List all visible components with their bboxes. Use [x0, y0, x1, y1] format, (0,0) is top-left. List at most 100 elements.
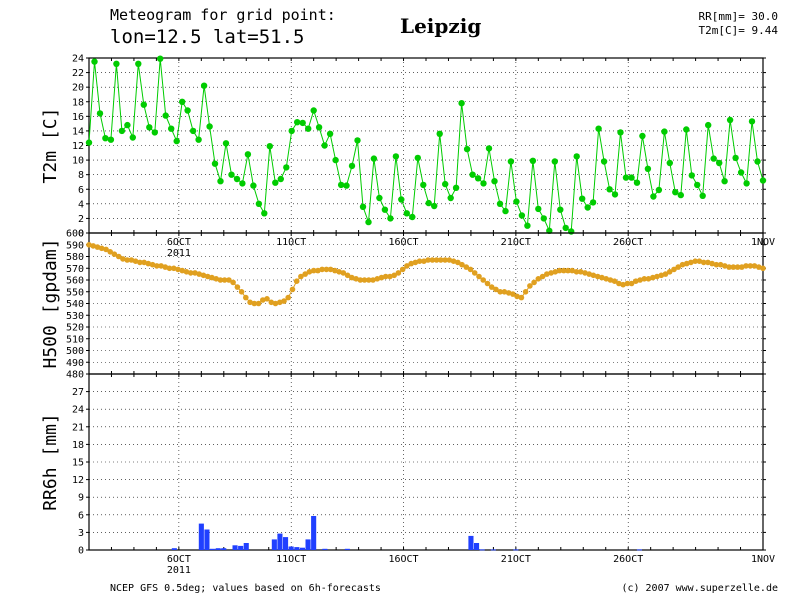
data-point: [251, 300, 258, 307]
data-point: [327, 266, 334, 273]
data-point: [187, 270, 194, 276]
data-point: [497, 289, 504, 295]
data-point: [183, 269, 190, 275]
data-point: [319, 266, 325, 273]
data-point: [666, 159, 673, 167]
data-point: [378, 274, 385, 281]
data-point: [409, 213, 416, 221]
data-point: [527, 283, 533, 289]
data-point: [387, 215, 394, 222]
y-axis-label: T2m [C]: [40, 108, 61, 184]
data-point: [747, 263, 754, 269]
rain-bar: [311, 516, 317, 550]
data-point: [717, 261, 724, 268]
data-point: [696, 258, 703, 265]
rain-bar: [322, 548, 328, 550]
data-point: [315, 267, 321, 274]
data-point: [666, 269, 673, 275]
data-point: [480, 277, 487, 283]
data-point: [306, 269, 313, 275]
data-point: [244, 151, 252, 158]
x-tick-label: 1NOV: [751, 554, 775, 565]
x-tick-label: 6OCT: [167, 237, 191, 248]
data-point: [217, 178, 224, 185]
data-point: [624, 280, 631, 287]
data-point: [700, 259, 707, 266]
x-tick-label: 11OCT: [276, 554, 306, 565]
data-point: [264, 296, 270, 302]
data-point: [154, 263, 160, 269]
data-point: [158, 263, 164, 269]
data-point: [438, 257, 444, 263]
data-point: [488, 284, 495, 290]
data-point: [759, 177, 767, 184]
data-point: [637, 277, 643, 283]
data-point: [569, 267, 575, 274]
data-point: [200, 82, 208, 89]
data-point: [211, 160, 219, 167]
data-point: [260, 297, 266, 303]
data-point: [586, 271, 592, 277]
data-point: [277, 175, 284, 183]
data-point: [302, 271, 309, 277]
data-point: [650, 193, 657, 200]
rain-bar: [215, 548, 221, 550]
y-tick-label: 21: [72, 422, 84, 433]
data-point: [450, 258, 457, 265]
data-point: [321, 142, 328, 149]
data-point: [157, 55, 164, 62]
data-point: [234, 284, 241, 290]
data-point: [343, 182, 350, 189]
data-point: [518, 294, 525, 301]
y-tick-label: 18: [72, 440, 84, 451]
data-point: [522, 289, 529, 295]
data-point: [96, 110, 104, 117]
data-point: [688, 172, 695, 179]
data-point: [633, 278, 639, 285]
data-point: [344, 272, 351, 279]
data-point: [514, 293, 520, 300]
data-point: [128, 257, 135, 263]
data-point: [179, 98, 186, 106]
y-tick-label: 480: [66, 370, 84, 381]
header-coordinates: lon=12.5 lat=51.5: [110, 26, 305, 48]
data-point: [359, 203, 367, 210]
data-point: [113, 60, 120, 67]
data-point: [716, 159, 723, 167]
y-tick-label: 550: [66, 287, 84, 298]
data-point: [524, 222, 531, 229]
data-point: [709, 260, 715, 267]
data-point: [272, 300, 279, 307]
data-point: [266, 143, 273, 150]
data-point: [192, 270, 198, 276]
data-point: [213, 276, 219, 282]
data-point: [607, 277, 614, 283]
data-point: [414, 154, 421, 162]
data-point: [737, 169, 745, 176]
data-point: [654, 273, 660, 280]
data-point: [332, 156, 339, 164]
data-point: [293, 278, 300, 285]
data-point: [644, 165, 652, 172]
data-point: [332, 267, 338, 274]
data-point: [641, 276, 648, 282]
data-point: [518, 212, 526, 219]
y-tick-label: 590: [66, 240, 84, 251]
data-point: [175, 266, 181, 273]
data-point: [677, 191, 684, 199]
data-point: [416, 258, 423, 265]
data-point: [436, 130, 443, 137]
data-point: [408, 260, 415, 267]
data-point: [221, 277, 228, 283]
data-point: [299, 119, 306, 127]
data-point: [391, 272, 398, 279]
data-point: [425, 257, 431, 263]
rain-bar: [490, 549, 496, 551]
data-point: [365, 218, 372, 226]
data-point: [655, 186, 663, 194]
data-point: [589, 199, 597, 206]
data-point: [683, 260, 690, 267]
data-point: [650, 274, 656, 281]
data-point: [467, 266, 474, 273]
y-tick-label: 9: [78, 493, 84, 504]
